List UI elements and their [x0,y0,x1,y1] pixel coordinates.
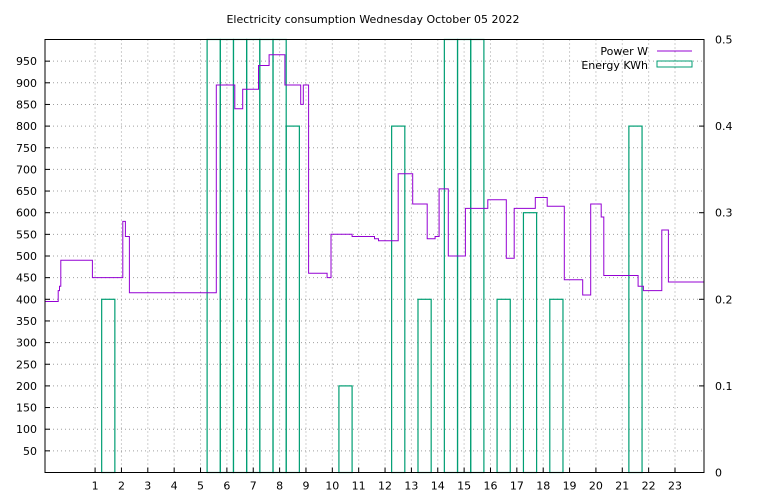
energy-bar [549,298,564,474]
y2-tick-label: 0.5 [715,34,733,47]
x-tick-label: 11 [352,480,366,493]
y-tick-label: 250 [16,358,37,371]
energy-bar [232,38,248,474]
x-tick-label: 4 [171,480,178,493]
x-tick-label: 22 [642,480,656,493]
legend: Power W Energy KWh [581,45,693,72]
axes: 5010015020025030035040045050055060065070… [16,34,733,493]
x-tick-label: 19 [563,480,577,493]
y-tick-label: 650 [16,185,37,198]
x-tick-label: 5 [197,480,204,493]
y-tick-label: 200 [16,380,37,393]
x-tick-label: 12 [378,480,392,493]
y-tick-label: 300 [16,337,37,350]
x-tick-label: 16 [483,480,497,493]
y2-tick-label: 0.3 [715,207,733,220]
legend-swatch-energy [656,60,693,68]
y-tick-label: 900 [16,77,37,90]
x-tick-label: 20 [589,480,603,493]
y-tick-label: 500 [16,250,37,263]
y2-tick-label: 0 [715,467,722,480]
legend-label-energy: Energy KWh [581,59,648,72]
energy-bar [101,298,116,474]
y-tick-label: 150 [16,402,37,415]
legend-label-power: Power W [600,45,648,58]
y-tick-label: 950 [16,55,37,68]
y2-tick-label: 0.1 [715,380,733,393]
x-tick-label: 7 [250,480,257,493]
y-tick-label: 550 [16,228,37,241]
y2-tick-label: 0.2 [715,293,733,306]
y-tick-label: 750 [16,142,37,155]
x-tick-label: 9 [302,480,309,493]
x-tick-label: 15 [457,480,471,493]
energy-bar [628,125,643,474]
power-series [45,54,705,302]
y-tick-label: 600 [16,207,37,220]
y-tick-label: 350 [16,315,37,328]
x-tick-label: 1 [92,480,99,493]
power-line [45,54,705,302]
x-tick-label: 2 [118,480,125,493]
chart-title: Electricity consumption Wednesday Octobe… [226,13,519,26]
y-tick-label: 400 [16,293,37,306]
x-tick-label: 14 [431,480,445,493]
y-tick-label: 50 [23,445,37,458]
x-tick-label: 17 [510,480,524,493]
energy-series [101,38,643,474]
x-tick-label: 8 [276,480,283,493]
y-tick-label: 450 [16,272,37,285]
x-tick-label: 21 [615,480,629,493]
energy-bar [496,298,511,474]
x-tick-label: 3 [144,480,151,493]
x-tick-label: 13 [404,480,418,493]
y-tick-label: 850 [16,98,37,111]
grid [45,39,704,473]
y2-tick-label: 0.4 [715,120,733,133]
y-tick-label: 800 [16,120,37,133]
x-tick-label: 18 [536,480,550,493]
y-tick-label: 700 [16,163,37,176]
x-tick-label: 6 [223,480,230,493]
x-tick-label: 10 [325,480,339,493]
y-tick-label: 100 [16,423,37,436]
x-tick-label: 23 [668,480,682,493]
